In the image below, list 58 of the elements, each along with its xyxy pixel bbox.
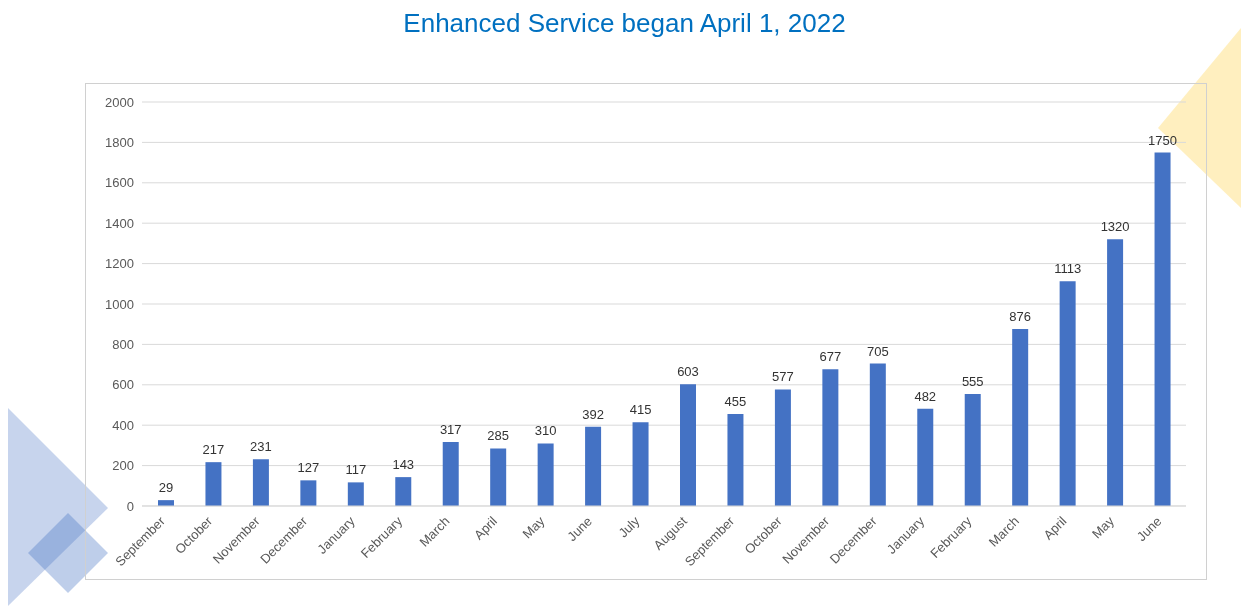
bar [205,462,222,506]
bar [347,482,364,506]
y-tick-label: 2000 [105,94,134,110]
bar [1107,239,1124,506]
x-tick-label: May [519,513,548,542]
data-label: 603 [677,364,699,380]
bar [680,384,696,506]
data-label: 705 [866,343,889,359]
data-label: 415 [629,402,652,418]
chart-title: Enhanced Service began April 1, 2022 [402,8,847,39]
bar [774,389,791,506]
x-tick-label: July [615,513,643,541]
data-label: 217 [202,442,225,458]
bar [585,426,602,506]
data-label: 392 [582,406,604,422]
y-tick-label: 1600 [105,175,134,191]
data-label: 285 [487,428,510,444]
data-label: 876 [1009,309,1032,325]
bar [1154,152,1171,506]
y-tick-label: 0 [126,498,134,514]
y-tick-label: 600 [112,377,134,393]
y-tick-label: 400 [112,417,134,433]
bar [442,441,459,506]
x-tick-label: May [1088,513,1118,542]
bar [537,443,554,506]
bar [964,393,981,506]
data-label: 231 [250,439,272,455]
bar [727,414,744,506]
data-label: 1320 [1100,219,1130,235]
bar [395,477,412,506]
data-label: 455 [724,394,747,410]
bar [1059,281,1076,506]
bar [1012,329,1029,506]
data-label: 317 [439,421,462,437]
y-tick-label: 1800 [105,135,134,151]
y-tick-label: 1200 [105,256,134,272]
y-tick-label: 800 [112,337,134,353]
y-tick-label: 1000 [105,296,134,312]
y-tick-label: 200 [112,458,134,474]
data-label: 677 [819,349,842,365]
data-label: 555 [961,373,984,389]
data-label: 1113 [1054,261,1082,277]
bar [917,408,934,506]
data-label: 577 [772,369,794,385]
data-label: 310 [534,423,557,439]
bar [632,422,649,506]
data-label: 127 [297,460,320,476]
data-label: 117 [345,462,367,478]
data-label: 143 [392,457,415,473]
bar [822,369,839,506]
bar [490,448,507,506]
y-tick-label: 1400 [105,215,134,231]
data-label: 482 [914,388,937,404]
bar [300,480,317,506]
data-label: 1750 [1148,132,1178,148]
bar [869,363,886,506]
bar [252,459,269,506]
data-label: 29 [158,480,174,496]
